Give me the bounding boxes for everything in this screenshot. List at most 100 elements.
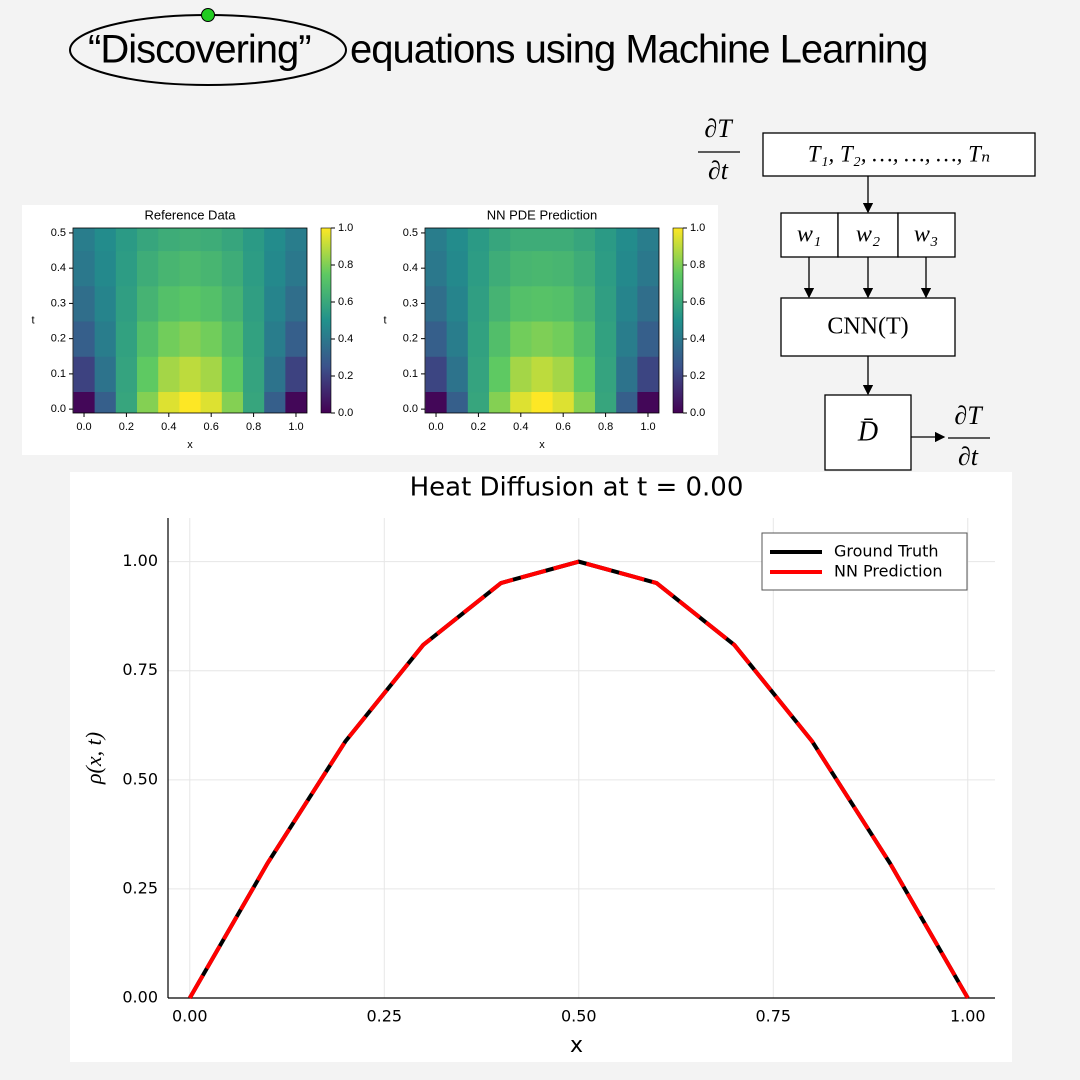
heatmap-cell bbox=[285, 250, 307, 287]
heatmap-cell bbox=[594, 321, 617, 357]
colorbar-tick-label: 1.0 bbox=[690, 222, 705, 234]
heatmap-cell bbox=[616, 321, 638, 357]
operator-box bbox=[824, 394, 912, 471]
heatmap-cell bbox=[115, 356, 138, 393]
heatmap-cell bbox=[594, 356, 617, 393]
heatmap-cell bbox=[510, 356, 532, 393]
x-tick-label: 1.0 bbox=[640, 421, 655, 433]
y-axis-label: t bbox=[31, 314, 34, 326]
weight-label: w₁ bbox=[797, 222, 821, 248]
y-tick-label: 0.1 bbox=[403, 368, 418, 380]
heatmap-cell bbox=[221, 285, 244, 322]
heatmap-cell bbox=[425, 285, 448, 322]
colorbar-tick-label: 0.4 bbox=[690, 333, 705, 345]
colorbar-tick-label: 0.0 bbox=[338, 407, 353, 419]
heatmap-cell bbox=[446, 321, 469, 357]
heatmap-title: Reference Data bbox=[144, 207, 236, 222]
heatmap-cell bbox=[552, 228, 575, 252]
heatmap-cell bbox=[115, 285, 138, 322]
heatmap-cell bbox=[531, 250, 554, 287]
heatmap-cell bbox=[242, 250, 265, 287]
heatmap-cell bbox=[285, 391, 307, 413]
y-tick-label: 0.5 bbox=[403, 227, 418, 239]
title-rest: equations using Machine Learning bbox=[350, 28, 927, 72]
heatmap-cell bbox=[179, 356, 202, 393]
heatmap-cell bbox=[489, 321, 511, 357]
heatmap-cell bbox=[425, 228, 448, 252]
axes-frame bbox=[72, 227, 308, 414]
x-tick-label: 0.2 bbox=[119, 421, 134, 433]
heatmap-cell bbox=[573, 356, 596, 393]
heatmap-cell bbox=[221, 250, 244, 287]
chart-title: Heat Diffusion at t = 0.00 bbox=[410, 473, 744, 503]
heatmap-cell bbox=[200, 356, 223, 393]
heatmap-cell bbox=[285, 228, 307, 252]
heatmap-cell bbox=[594, 285, 617, 322]
colorbar-tick-label: 0.8 bbox=[690, 259, 705, 271]
heatmap-cell bbox=[467, 321, 490, 357]
heatmap-cell bbox=[552, 356, 575, 393]
x-tick-label: 0.8 bbox=[598, 421, 613, 433]
heatmap-cell bbox=[158, 285, 180, 322]
y-axis-label: ρ(x, t) bbox=[81, 732, 106, 785]
x-tick-label: 0.6 bbox=[556, 421, 571, 433]
heatmap-cell bbox=[264, 391, 286, 413]
heatmap-cell bbox=[158, 391, 180, 413]
x-axis-label: x bbox=[187, 439, 193, 451]
heatmap-cell bbox=[616, 391, 638, 413]
inputs-box bbox=[762, 132, 1036, 177]
heatmap-cell bbox=[616, 356, 638, 393]
heatmap-cell bbox=[221, 391, 244, 413]
heatmap-cell bbox=[158, 250, 180, 287]
network-box bbox=[780, 297, 956, 357]
heatmap-cell bbox=[594, 228, 617, 252]
heatmap-cell bbox=[446, 228, 469, 252]
heatmap-cell bbox=[115, 250, 138, 287]
heatmap-cell bbox=[94, 228, 117, 252]
heatmap-cell bbox=[573, 250, 596, 287]
heatmap-cell bbox=[94, 356, 117, 393]
heatmap-cell bbox=[489, 356, 511, 393]
heatmap-cell bbox=[73, 321, 96, 357]
heatmap-cell bbox=[573, 285, 596, 322]
heatmap-cell bbox=[221, 228, 244, 252]
y-tick-label: 0.4 bbox=[51, 262, 66, 274]
heatmap-cell bbox=[446, 250, 469, 287]
heatmap-cell bbox=[637, 391, 659, 413]
heatmap-cell bbox=[467, 285, 490, 322]
heatmap-cell bbox=[264, 285, 286, 322]
title-highlight: “Discovering” bbox=[88, 28, 311, 72]
x-tick-label: 0.6 bbox=[204, 421, 219, 433]
heatmap-cell bbox=[531, 356, 554, 393]
heatmap-cell bbox=[616, 228, 638, 252]
y-tick-label: 0.0 bbox=[51, 403, 66, 415]
heatmap-cell bbox=[531, 228, 554, 252]
heatmap-cell bbox=[264, 356, 286, 393]
heatmap-cell bbox=[425, 321, 448, 357]
heatmap-cell bbox=[489, 285, 511, 322]
heatmap-cell bbox=[73, 228, 96, 252]
heatmap-cell bbox=[637, 228, 659, 252]
heatmap-cell bbox=[489, 391, 511, 413]
heatmap-cell bbox=[200, 228, 223, 252]
heatmap-cell bbox=[616, 285, 638, 322]
x-tick-label: 0.8 bbox=[246, 421, 261, 433]
heatmap-cell bbox=[242, 228, 265, 252]
heatmap-cell bbox=[446, 285, 469, 322]
fraction-denominator: ∂t bbox=[708, 156, 729, 185]
heatmap-cell bbox=[73, 285, 96, 322]
heatmap-cell bbox=[200, 285, 223, 322]
heatmap-cell bbox=[467, 356, 490, 393]
line-series bbox=[188, 559, 970, 999]
fraction-numerator: ∂T bbox=[954, 401, 983, 430]
colorbar-tick-label: 0.2 bbox=[338, 370, 353, 382]
y-tick-label: 0.50 bbox=[122, 769, 158, 788]
heatmap-cell bbox=[115, 391, 138, 413]
heatmap-cell bbox=[594, 391, 617, 413]
x-tick-label: 0.4 bbox=[513, 421, 528, 433]
heatmap-cells bbox=[425, 228, 659, 413]
x-axis-label: x bbox=[570, 1033, 583, 1058]
heatmap-cell bbox=[137, 391, 159, 413]
x-axis-label: x bbox=[539, 439, 545, 451]
heatmap-cell bbox=[510, 321, 532, 357]
